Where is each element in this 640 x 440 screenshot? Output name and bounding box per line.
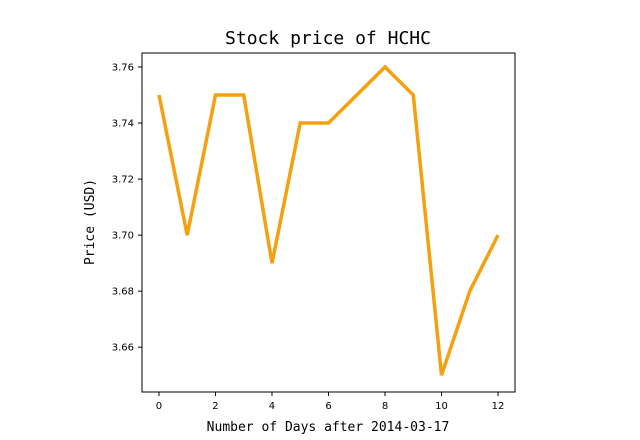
y-tick-label: 3.70 [112, 231, 134, 242]
y-tick-label: 3.66 [112, 343, 134, 354]
price-series-line [157, 64, 500, 376]
x-axis-ticks: 0 2 4 6 8 10 12 [156, 392, 505, 412]
y-tick-label: 3.68 [112, 287, 134, 298]
y-axis-ticks: 3.66 3.68 3.70 3.72 3.74 3.76 [112, 63, 142, 354]
chart-title: Stock price of HCHC [225, 28, 431, 49]
y-tick-label: 3.72 [112, 175, 134, 186]
x-tick-label: 6 [325, 401, 331, 412]
x-axis-label: Number of Days after 2014-03-17 [207, 420, 450, 435]
x-tick-label: 12 [492, 401, 505, 412]
y-axis-label: Price (USD) [83, 179, 98, 265]
x-tick-label: 10 [435, 401, 448, 412]
y-tick-label: 3.76 [112, 63, 134, 74]
x-tick-label: 2 [212, 401, 218, 412]
series-layer [157, 64, 500, 376]
x-tick-label: 4 [269, 401, 275, 412]
y-tick-label: 3.74 [112, 119, 134, 130]
x-tick-label: 8 [382, 401, 388, 412]
x-tick-label: 0 [156, 401, 162, 412]
plot-frame [141, 52, 516, 393]
